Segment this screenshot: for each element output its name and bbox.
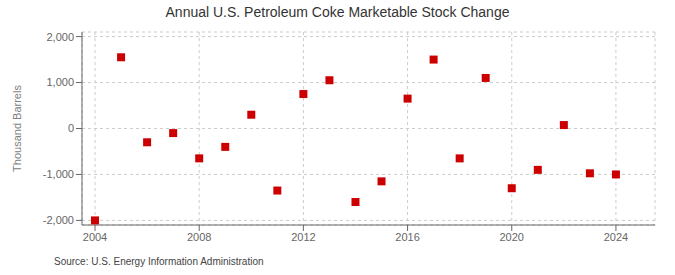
svg-text:-1,000: -1,000 — [43, 168, 74, 180]
svg-text:0: 0 — [68, 122, 74, 134]
svg-text:Thousand Barrels: Thousand Barrels — [11, 85, 23, 172]
svg-text:-2,000: -2,000 — [43, 214, 74, 226]
svg-text:2024: 2024 — [604, 231, 628, 243]
svg-text:2004: 2004 — [83, 231, 107, 243]
svg-text:2012: 2012 — [291, 231, 315, 243]
svg-text:2008: 2008 — [187, 231, 211, 243]
svg-text:2020: 2020 — [500, 231, 524, 243]
html-text:Source: U.S. Energy Informatio: Source: U.S. Energy Information Administ… — [54, 256, 264, 267]
svg-text:2016: 2016 — [395, 231, 419, 243]
svg-text:2,000: 2,000 — [46, 31, 74, 43]
svg-text:1,000: 1,000 — [46, 76, 74, 88]
html-text:Annual U.S. Petroleum Coke Mar: Annual U.S. Petroleum Coke Marketable St… — [165, 4, 510, 20]
